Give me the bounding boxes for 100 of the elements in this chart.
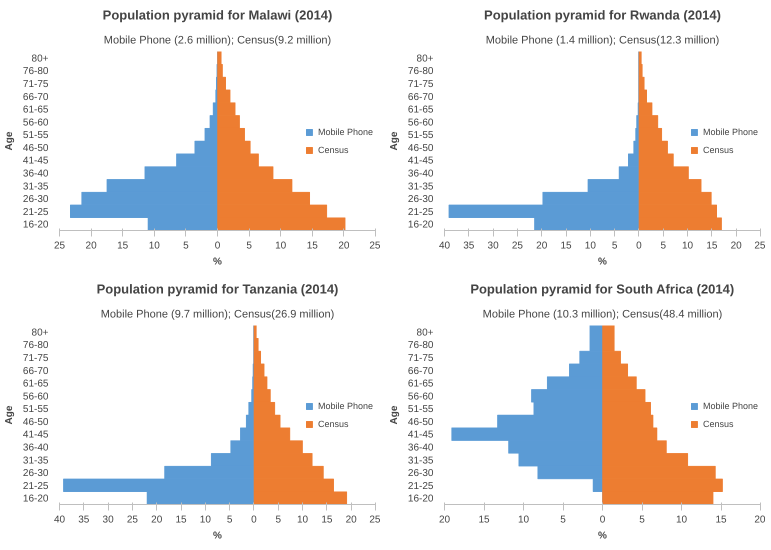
x-tick-label: 10 [148,240,160,252]
y-tick-label: 76-80 [22,340,49,352]
y-tick-label: 51-55 [408,404,434,416]
y-tick-label: 61-65 [408,104,434,116]
x-tick-label: 30 [102,514,114,526]
x-tick-label: 20 [754,514,766,526]
x-tick-label: 5 [183,240,190,252]
x-tick-label: 15 [478,514,490,526]
y-tick-label: 21-25 [408,480,434,492]
y-tick-label: 16-20 [408,494,434,505]
x-tick-label: 5 [246,240,252,252]
y-tick-label: 80+ [32,327,49,338]
y-tick-label: 71-75 [408,78,434,90]
x-tick-label: 10 [676,514,688,526]
chart-title: Population pyramid for Rwanda (2014) [484,8,721,22]
y-tick-label: 56-60 [22,391,49,402]
legend-label: Census [702,418,734,428]
y-axis-title: Age [4,131,15,150]
x-tick-label: 15 [560,240,572,252]
chart-subtitle: Mobile Phone (2.6 million); Census(9.2 million) [104,34,332,46]
y-tick-label: 76-80 [408,340,434,352]
x-tick-label: 20 [338,240,350,252]
y-tick-label: 56-60 [408,117,434,128]
x-axis-title: % [213,256,222,268]
y-tick-label: 71-75 [408,352,434,364]
x-tick-label: 15 [715,514,727,526]
x-tick-label: 20 [730,240,742,252]
y-tick-label: 61-65 [22,104,49,116]
y-tick-label: 31-35 [22,455,49,466]
y-tick-label: 31-35 [22,181,49,192]
x-tick-label: 10 [584,240,596,252]
y-tick-label: 66-70 [22,366,49,377]
y-axis-title: Age [388,405,400,424]
y-tick-label: 66-70 [22,92,49,103]
x-tick-label: 25 [126,514,138,526]
y-axis-title: Age [388,131,400,150]
y-tick-label: 46-50 [22,142,49,154]
x-tick-label: 35 [78,514,90,526]
x-tick-label: 0 [600,514,606,526]
x-tick-label: 10 [682,240,694,252]
y-tick-label: 51-55 [22,404,49,416]
x-tick-label: 35 [463,240,475,252]
x-tick-label: 0 [251,514,258,526]
x-tick-label: 5 [639,514,646,526]
chart-title: Population pyramid for South Africa (2014) [470,282,734,296]
x-axis-title: % [598,530,608,542]
x-tick-label: 10 [518,514,530,526]
x-axis-title: % [213,530,222,542]
y-tick-label: 46-50 [408,142,434,154]
y-tick-label: 26-30 [408,194,434,206]
y-tick-label: 46-50 [408,416,434,428]
x-tick-label: 25 [369,514,381,526]
x-tick-label: 20 [438,514,450,526]
x-tick-label: 40 [54,514,66,526]
y-tick-label: 80+ [416,53,434,64]
y-tick-label: 80+ [416,327,434,338]
y-tick-label: 26-30 [22,194,49,206]
x-tick-label: 25 [512,240,524,252]
chart-title: Population pyramid for Malawi (2014) [102,8,332,22]
y-tick-label: 71-75 [22,352,49,364]
y-tick-label: 61-65 [408,378,434,390]
y-tick-label: 36-40 [408,168,434,180]
chart-title: Population pyramid for Tanzania (2014) [96,282,338,296]
x-tick-label: 5 [612,240,618,252]
legend-label: Mobile Phone [318,126,373,136]
y-tick-label: 31-35 [408,455,434,466]
y-tick-label: 80+ [32,53,49,64]
y-tick-label: 26-30 [408,468,434,480]
x-tick-label: 10 [200,514,212,526]
chart-subtitle: Mobile Phone (1.4 million); Census(12.3 million) [486,34,720,46]
y-axis-title: Age [4,405,15,424]
x-tick-label: 15 [706,240,718,252]
x-tick-label: 5 [660,240,666,252]
y-tick-label: 76-80 [22,66,49,78]
y-tick-label: 36-40 [22,168,49,180]
x-tick-label: 10 [297,514,309,526]
y-tick-label: 66-70 [408,92,434,103]
y-tick-label: 51-55 [408,130,434,142]
legend-label: Census [318,144,348,154]
x-tick-label: 0 [214,240,221,252]
x-axis-title: % [598,256,608,268]
chart-subtitle: Mobile Phone (10.3 million); Census(48.4 million) [482,308,722,320]
x-tick-label: 25 [754,240,766,252]
x-tick-label: 20 [536,240,548,252]
x-tick-label: 30 [488,240,500,252]
y-tick-label: 21-25 [408,206,434,218]
x-tick-label: 15 [175,514,188,526]
x-tick-label: 0 [636,240,642,252]
y-tick-label: 21-25 [22,206,49,218]
legend-label: Mobile Phone [702,400,758,410]
y-tick-label: 36-40 [22,442,49,454]
y-tick-label: 76-80 [408,66,434,78]
y-tick-label: 46-50 [22,416,49,428]
x-tick-label: 40 [438,240,450,252]
y-tick-label: 16-20 [22,494,49,505]
legend-label: Census [318,418,348,428]
y-tick-label: 61-65 [22,378,49,390]
y-tick-label: 56-60 [22,117,49,128]
x-tick-label: 5 [560,514,566,526]
x-tick-label: 5 [275,514,282,526]
